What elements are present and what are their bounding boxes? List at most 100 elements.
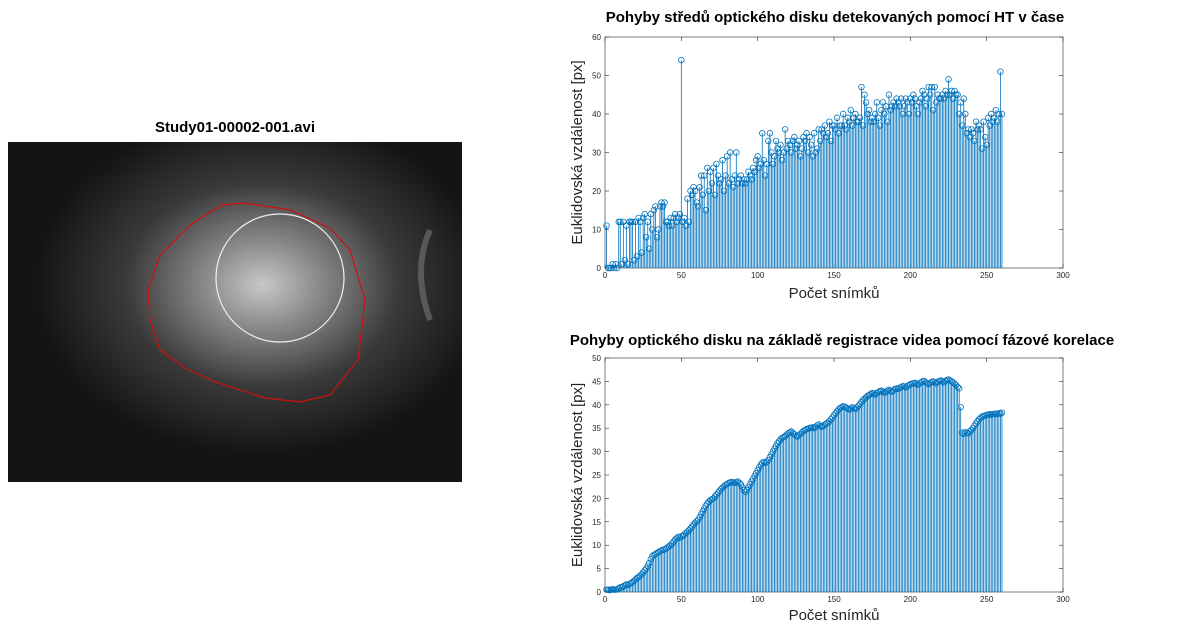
stem-marker [733,149,740,156]
stem-marker [988,110,995,118]
stem-marker [610,264,618,272]
stem-marker [960,95,967,102]
stem-marker [678,56,685,64]
chart: Pohyby středů optického disku detekovaný… [569,9,1070,302]
stem-marker [954,383,961,391]
stem-marker [991,114,998,122]
y-tick-label: 0 [597,264,602,273]
stem-marker [639,214,647,222]
y-tick-label: 50 [592,354,601,363]
stem-marker [661,199,668,206]
video-frame [8,142,462,482]
y-tick-label: 35 [592,424,601,433]
stem-marker [858,83,865,91]
stem-marker [726,149,734,156]
stem-marker [864,110,871,118]
stem-marker [881,110,888,118]
stem-marker [672,210,679,218]
stem-marker [852,110,859,118]
stem-marker [972,118,980,125]
stem-marker [897,95,905,102]
stem-marker [752,156,760,164]
stem-marker [992,106,1000,114]
stem-marker [708,180,716,187]
stem-marker [955,110,963,118]
stem-marker [885,91,893,98]
image-title: Study01-00002-001.avi [155,119,315,136]
stem-marker [821,122,829,129]
stem-marker [791,133,798,141]
stem-marker [635,214,642,222]
stem-marker [806,133,813,141]
stem-marker [820,130,827,137]
stem-marker [902,95,909,102]
stem-marker [879,99,887,106]
stem-marker [920,91,928,98]
stem-marker [691,187,699,195]
stem-marker [911,95,919,102]
stem-marker [620,218,627,225]
stem-marker [833,114,841,122]
y-tick-label: 5 [597,565,602,574]
stem-marker [968,126,975,133]
stem-marker [893,95,900,102]
x-tick-label: 200 [904,271,918,280]
stem-marker [760,156,767,164]
x-tick-label: 100 [751,271,765,280]
stem-marker [839,110,847,118]
stem-marker [717,176,725,183]
stem-marker [810,130,818,137]
y-tick-label: 40 [592,110,601,119]
stem-marker [963,130,971,137]
stem-marker [862,99,870,106]
stem-marker [878,106,885,114]
stem-marker [777,141,784,148]
x-tick-label: 300 [1056,595,1070,604]
stem-marker [803,130,810,137]
stem-marker [794,141,801,148]
stem-marker [714,172,722,179]
stem-marker [962,110,969,118]
stem-marker [910,91,917,98]
stem-marker [731,172,738,179]
stem-marker [872,110,879,118]
stem-marker [954,91,961,98]
stem-marker [713,160,720,168]
stem-marker [607,264,615,272]
stem-marker [781,126,789,133]
stem-marker [759,130,766,137]
x-tick-label: 250 [980,271,994,280]
stem-marker [850,114,858,122]
stem-marker [719,156,726,164]
image-panel: Study01-00002-001.avi [8,119,462,482]
y-tick-label: 25 [592,471,601,480]
stem-marker [946,91,954,98]
stem-marker [789,137,796,145]
stem-marker [861,91,868,98]
x-tick-label: 300 [1056,271,1070,280]
stem-marker [696,183,703,191]
stem-marker [652,203,659,210]
stem-marker [745,168,752,175]
stem-marker [847,106,854,114]
frame-artifact [418,228,433,322]
y-tick-label: 10 [592,541,601,550]
stem-marker [998,110,1006,118]
stem-marker [659,203,667,210]
y-tick-label: 20 [592,494,601,503]
stem-marker [856,114,864,122]
stem-marker [826,118,833,125]
stem-marker [775,149,783,156]
stem-marker [975,122,983,129]
y-tick-label: 30 [592,149,601,158]
stem-marker [679,218,687,225]
stem-marker [641,210,648,218]
x-tick-label: 50 [677,595,686,604]
y-tick-label: 30 [592,448,601,457]
stem-marker [676,210,684,218]
x-tick-label: 0 [603,595,608,604]
stem-marker [951,87,958,95]
stem-marker [945,76,952,83]
stem-marker [814,422,821,429]
